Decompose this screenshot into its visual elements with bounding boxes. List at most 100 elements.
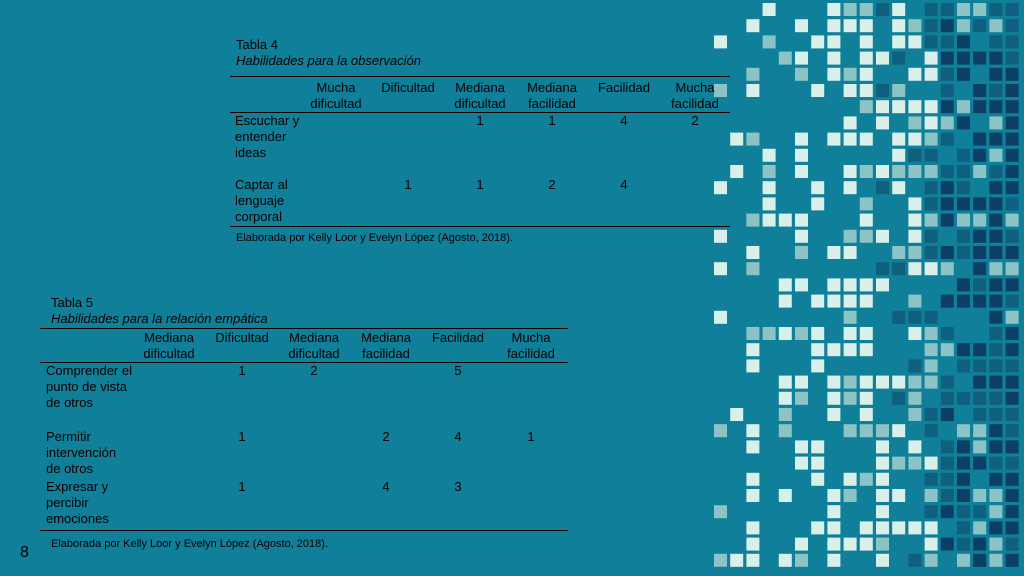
mosaic-tile — [908, 456, 922, 470]
mosaic-tile — [940, 35, 954, 49]
table4-title: Habilidades para la observación — [236, 53, 422, 68]
mosaic-tile — [989, 67, 1003, 81]
mosaic-tile — [795, 213, 808, 227]
cell-value — [350, 363, 422, 429]
mosaic-tile — [973, 148, 987, 162]
cell-value — [300, 177, 372, 225]
mosaic-tile — [762, 213, 776, 227]
mosaic-tile — [827, 278, 841, 292]
mosaic-tile — [908, 553, 922, 567]
mosaic-tile — [795, 440, 808, 454]
mosaic-tile — [989, 294, 1003, 308]
mosaic-tile — [746, 553, 760, 567]
mosaic-tile — [859, 213, 873, 227]
mosaic-tile — [989, 165, 1003, 178]
mosaic-tile — [859, 132, 873, 146]
cell-value — [132, 479, 206, 527]
cell-value: 1 — [476, 113, 484, 128]
cell-value — [660, 177, 730, 225]
mosaic-tile — [746, 213, 760, 227]
mosaic-tile — [746, 440, 760, 454]
mosaic-tile — [1005, 391, 1019, 405]
mosaic-tile — [843, 294, 857, 308]
table5-header: Dificultad — [215, 330, 269, 345]
table4-bottom-rule — [230, 226, 730, 227]
mosaic-tile — [989, 440, 1003, 454]
mosaic-tile — [989, 537, 1003, 551]
mosaic-tile — [1005, 84, 1019, 97]
mosaic-tile — [989, 505, 1003, 519]
row-label: Comprender el punto de vista de otros — [46, 363, 132, 410]
mosaic-tile — [989, 262, 1003, 276]
mosaic-tile — [795, 165, 808, 178]
cell-value — [372, 113, 444, 177]
mosaic-tile — [827, 375, 841, 389]
mosaic-tile — [892, 456, 906, 470]
table-row: Comprender el punto de vista de otros 1 … — [40, 363, 568, 429]
mosaic-tile — [973, 262, 987, 276]
table4-caption: Tabla 4 Habilidades para la observación — [236, 37, 421, 69]
mosaic-tile — [843, 67, 857, 81]
mosaic-tile — [924, 343, 938, 357]
mosaic-tile — [795, 132, 808, 146]
mosaic-tile — [924, 537, 938, 551]
mosaic-tile — [989, 148, 1003, 162]
mosaic-tile — [892, 375, 906, 389]
mosaic-tile — [908, 116, 922, 130]
mosaic-tile — [795, 327, 808, 340]
mosaic-tile — [908, 165, 922, 178]
mosaic-tile — [1005, 19, 1019, 33]
mosaic-tile — [795, 67, 808, 81]
mosaic-tile — [811, 343, 825, 357]
mosaic-tile — [876, 505, 889, 519]
mosaic-tile — [746, 537, 760, 551]
mosaic-tile — [924, 553, 938, 567]
mosaic-tile — [714, 310, 727, 324]
mosaic-tile — [811, 521, 825, 535]
mosaic-tile — [989, 521, 1003, 535]
mosaic-tile — [924, 51, 938, 65]
mosaic-tile — [973, 246, 987, 259]
mosaic-tile — [1005, 148, 1019, 162]
mosaic-tile — [1005, 505, 1019, 519]
mosaic-tile — [940, 440, 954, 454]
mosaic-tile — [957, 343, 970, 357]
mosaic-tile — [843, 84, 857, 97]
mosaic-tile — [843, 375, 857, 389]
mosaic-tile — [973, 84, 987, 97]
mosaic-tile — [957, 294, 970, 308]
mosaic-tile — [827, 67, 841, 81]
mosaic-tile — [795, 278, 808, 292]
cell-value — [278, 429, 350, 479]
mosaic-tile — [924, 246, 938, 259]
mosaic-tile — [924, 262, 938, 276]
mosaic-tile — [989, 3, 1003, 16]
mosaic-tile — [908, 391, 922, 405]
mosaic-tile — [989, 116, 1003, 130]
mosaic-tile — [1005, 35, 1019, 49]
mosaic-tile — [827, 408, 841, 421]
mosaic-tile — [924, 100, 938, 114]
mosaic-tile — [973, 424, 987, 438]
mosaic-tile — [957, 440, 970, 454]
mosaic-tile — [843, 19, 857, 33]
mosaic-tile — [957, 19, 970, 33]
mosaic-tile — [1005, 181, 1019, 195]
mosaic-tile — [778, 424, 792, 438]
mosaic-tile — [843, 116, 857, 130]
mosaic-tile — [989, 327, 1003, 340]
mosaic-tile — [892, 262, 906, 276]
mosaic-tile — [957, 246, 970, 259]
mosaic-tile — [762, 3, 776, 16]
cell-value — [494, 479, 568, 527]
mosaic-tile — [843, 310, 857, 324]
cell-value: 1 — [548, 113, 556, 128]
mosaic-tile — [859, 51, 873, 65]
mosaic-tile — [795, 148, 808, 162]
mosaic-tile — [714, 181, 727, 195]
mosaic-tile — [924, 19, 938, 33]
mosaic-tile — [892, 181, 906, 195]
mosaic-tile — [924, 67, 938, 81]
mosaic-tile — [924, 489, 938, 502]
mosaic-tile — [746, 262, 760, 276]
